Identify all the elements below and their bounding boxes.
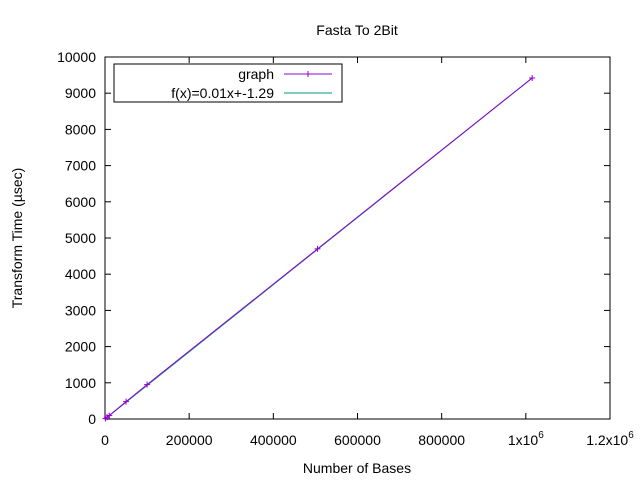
legend-marker-graph: [305, 71, 311, 77]
y-tick-label: 9000: [65, 85, 96, 101]
y-tick-label: 4000: [65, 266, 96, 282]
x-tick-label: 600000: [334, 432, 381, 448]
x-tick-label: 200000: [166, 432, 213, 448]
data-point: [123, 398, 130, 405]
y-tick-label: 3000: [65, 302, 96, 318]
y-axis-ticks: 0 1000 2000 3000 4000 5000 6000 7000 8000 9000 100…: [57, 49, 610, 427]
x-tick-label: 800000: [418, 432, 465, 448]
y-axis-label: Transform Time (µsec): [9, 168, 25, 309]
y-tick-label: 6000: [65, 194, 96, 210]
data-point: [144, 381, 151, 388]
y-tick-label: 5000: [65, 230, 96, 246]
x-tick-label: 1.2x106: [586, 430, 634, 448]
y-tick-label: 8000: [65, 121, 96, 137]
y-tick-label: 2000: [65, 339, 96, 355]
x-tick-label: 1x106: [508, 430, 544, 448]
data-point: [314, 245, 321, 252]
y-tick-label: 0: [88, 411, 96, 427]
x-axis-label: Number of Bases: [303, 460, 411, 476]
x-axis-ticks: 0 200000 400000 600000 800000 1x106 1.2x106: [101, 57, 634, 448]
plot-area-frame: [104, 56, 611, 420]
legend-label-fit: f(x)=0.01x+-1.29: [171, 85, 274, 101]
chart-title: Fasta To 2Bit: [316, 22, 398, 38]
legend-label-graph: graph: [238, 66, 274, 82]
y-tick-label: 1000: [65, 375, 96, 391]
data-point: [529, 74, 536, 81]
y-tick-label: 10000: [57, 49, 96, 65]
y-tick-label: 7000: [65, 158, 96, 174]
data-point: [106, 412, 113, 419]
legend-box: [113, 63, 343, 103]
series-layer: [102, 74, 536, 422]
legend: graph f(x)=0.01x+-1.29: [113, 63, 343, 103]
x-tick-label: 0: [101, 432, 109, 448]
x-tick-label: 400000: [250, 432, 297, 448]
